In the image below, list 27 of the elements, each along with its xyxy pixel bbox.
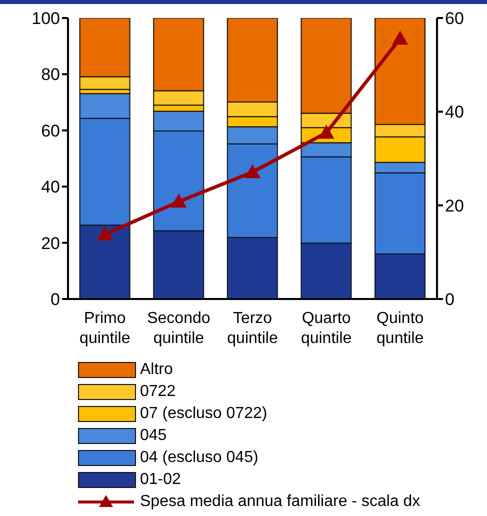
- y-tick-label: 60: [41, 121, 60, 140]
- x-tick-label: Terzo quintile: [227, 310, 278, 347]
- y-tick-label: 40: [41, 178, 60, 197]
- y2-tick-label: 20: [445, 196, 464, 216]
- y-tick-label: 80: [41, 65, 60, 84]
- y2-tick-label: 60: [445, 9, 464, 28]
- legend-label: 01-02: [140, 471, 181, 489]
- x-tick-label: Quinto quntile: [376, 310, 424, 347]
- legend-label: 0722: [140, 383, 176, 401]
- x-tick-label: Secondo quintile: [147, 310, 210, 347]
- legend-label: Spesa media annua familiare - scala dx: [140, 493, 420, 511]
- point: [318, 124, 334, 139]
- y-tick-label: 0: [50, 290, 60, 310]
- legend-label: 04 (escluso 045): [140, 449, 258, 467]
- legend-label: 045: [140, 427, 167, 445]
- x-tick-label: Primo quintile: [80, 310, 130, 347]
- y2-tick-label: 40: [445, 102, 464, 122]
- point: [244, 164, 260, 178]
- y-tick-label: 20: [41, 234, 60, 253]
- point: [392, 30, 408, 45]
- y2-tick-label: 0: [445, 290, 454, 310]
- x-tick-label: Quarto quintile: [300, 310, 352, 347]
- legend-label: Altro: [140, 361, 173, 379]
- y-tick-label: 100: [32, 9, 60, 28]
- point: [170, 194, 187, 208]
- point: [96, 226, 113, 240]
- legend-label: 07 (escluso 0722): [140, 405, 268, 423]
